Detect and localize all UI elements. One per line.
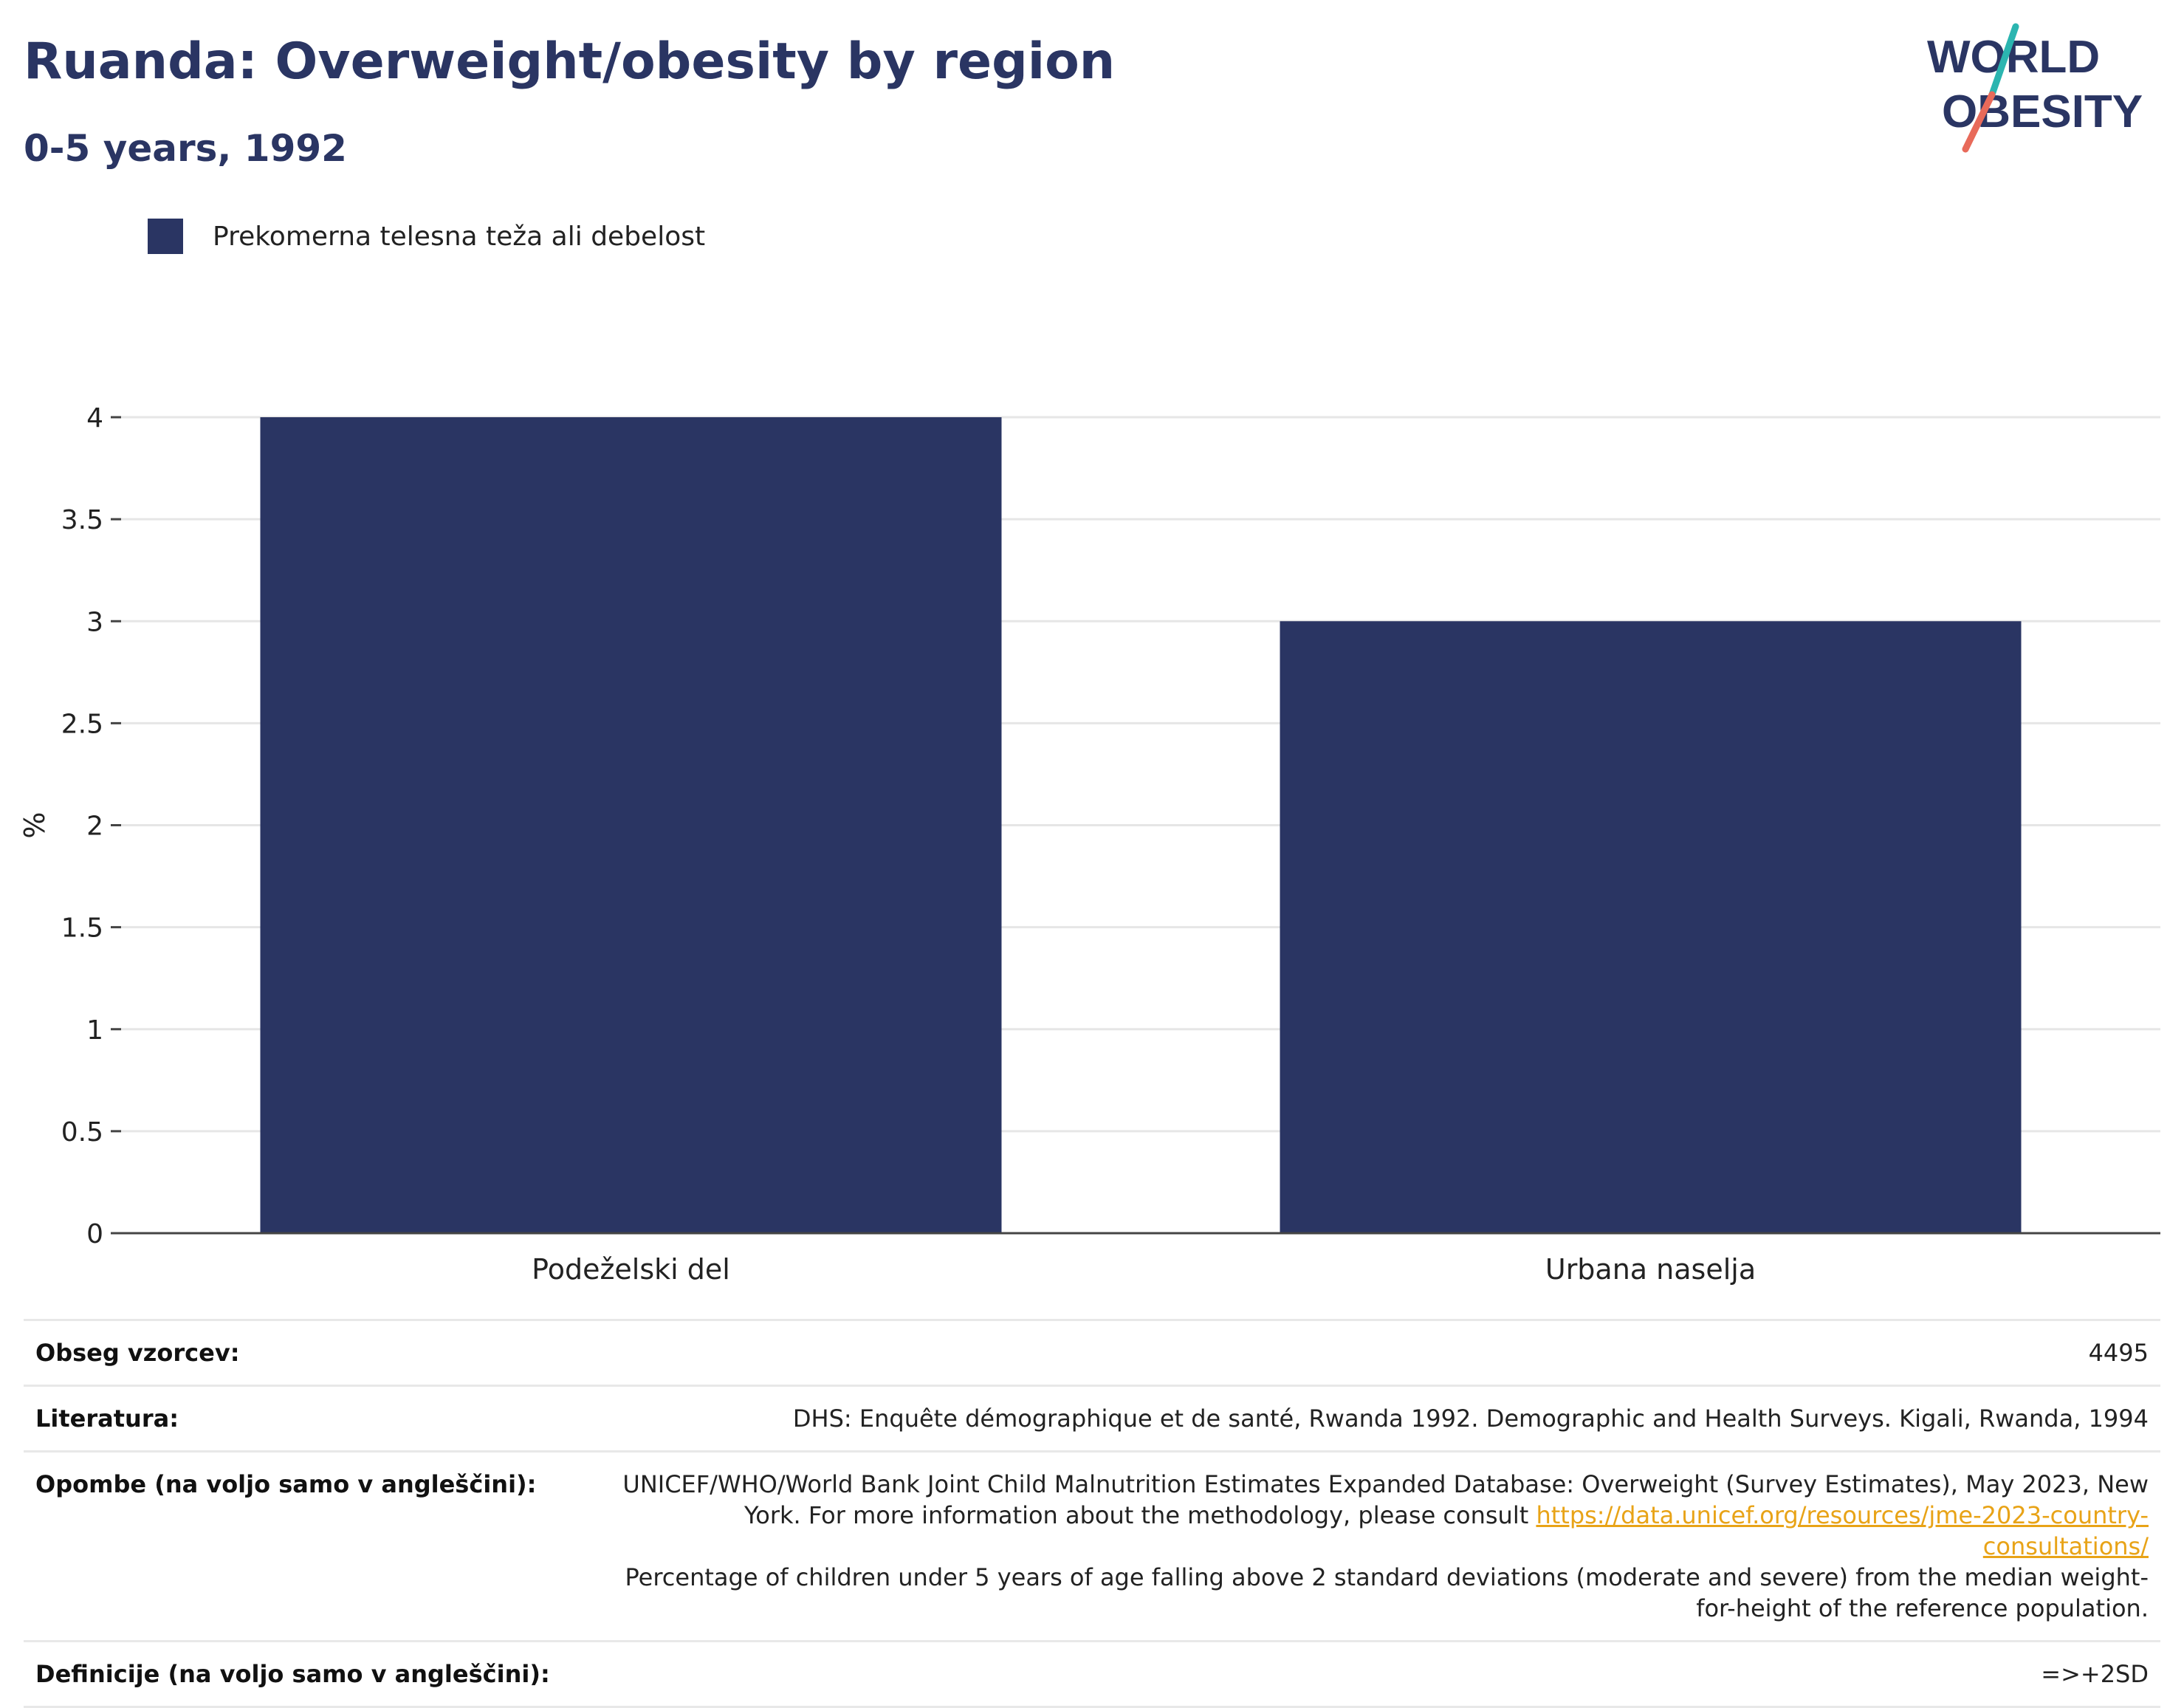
bars xyxy=(260,417,2022,1233)
bar-chart: 0 0.5 1 1.5 2 2.5 3 3.5 4 Podeželski del Urbana n… xyxy=(18,403,2160,1286)
chart-title: Ruanda: Overweight/obesity by region xyxy=(24,32,1116,91)
y-tick-label-7: 3.5 xyxy=(61,505,103,535)
y-axis-label: % xyxy=(18,812,51,838)
info-row-notes: Opombe (na voljo samo v angleščini): UNI… xyxy=(24,1451,2160,1642)
y-tick-label-3: 1.5 xyxy=(61,913,103,944)
world-obesity-logo: WORLD OBESITY xyxy=(1927,23,2143,153)
y-tick-label-4: 2 xyxy=(86,812,103,842)
notes-text-1: UNICEF/WHO/World Bank Joint Child Malnut… xyxy=(622,1470,2149,1529)
legend-label: Prekomerna telesna teža ali debelost xyxy=(213,221,706,252)
chart-subtitle: 0-5 years, 1992 xyxy=(24,127,347,170)
y-tick-label-5: 2.5 xyxy=(61,709,103,739)
y-tick-label-6: 3 xyxy=(86,607,103,637)
logo-slash-teal xyxy=(1988,23,2019,98)
x-tick-label-1: Urbana naselja xyxy=(1545,1253,1756,1286)
notes-value: UNICEF/WHO/World Bank Joint Child Malnut… xyxy=(608,1452,2160,1642)
literature-label: Literatura: xyxy=(35,1405,179,1433)
bar-1[interactable] xyxy=(1280,621,2022,1233)
notes-label: Opombe (na voljo samo v angleščini): xyxy=(35,1470,537,1498)
literature-value: DHS: Enquête démographique et de santé, … xyxy=(792,1405,2149,1433)
info-row-literature: Literatura: DHS: Enquête démographique e… xyxy=(24,1385,2160,1452)
legend[interactable]: Prekomerna telesna teža ali debelost xyxy=(148,219,705,254)
sample-size-value: 4495 xyxy=(2088,1339,2149,1367)
y-tick-label-8: 4 xyxy=(86,403,103,433)
notes-link[interactable]: https://data.unicef.org/resources/jme-20… xyxy=(1536,1501,2149,1560)
sample-size-label: Obseg vzorcev: xyxy=(35,1339,240,1367)
y-tick-label-2: 1 xyxy=(86,1015,103,1046)
x-axis-ticks: Podeželski del Urbana naselja xyxy=(532,1253,1756,1286)
y-tick-label-0: 0 xyxy=(86,1219,103,1249)
y-tick-label-1: 0.5 xyxy=(61,1117,103,1148)
info-row-definitions: Definicije (na voljo samo v angleščini):… xyxy=(24,1641,2160,1707)
x-tick-label-0: Podeželski del xyxy=(532,1253,730,1286)
logo-slash-coral xyxy=(1962,91,1996,153)
y-axis-ticks: 0 0.5 1 1.5 2 2.5 3 3.5 4 xyxy=(61,403,121,1249)
legend-swatch xyxy=(148,219,183,254)
info-row-sample-size: Obseg vzorcev: 4495 xyxy=(24,1320,2160,1386)
notes-text-2: Percentage of children under 5 years of … xyxy=(625,1563,2149,1622)
info-table: Obseg vzorcev: 4495 Literatura: DHS: Enq… xyxy=(24,1319,2160,1708)
bar-0[interactable] xyxy=(260,417,1002,1233)
definitions-label: Definicije (na voljo samo v angleščini): xyxy=(35,1660,550,1688)
definitions-value: =>+2SD xyxy=(2041,1660,2149,1688)
